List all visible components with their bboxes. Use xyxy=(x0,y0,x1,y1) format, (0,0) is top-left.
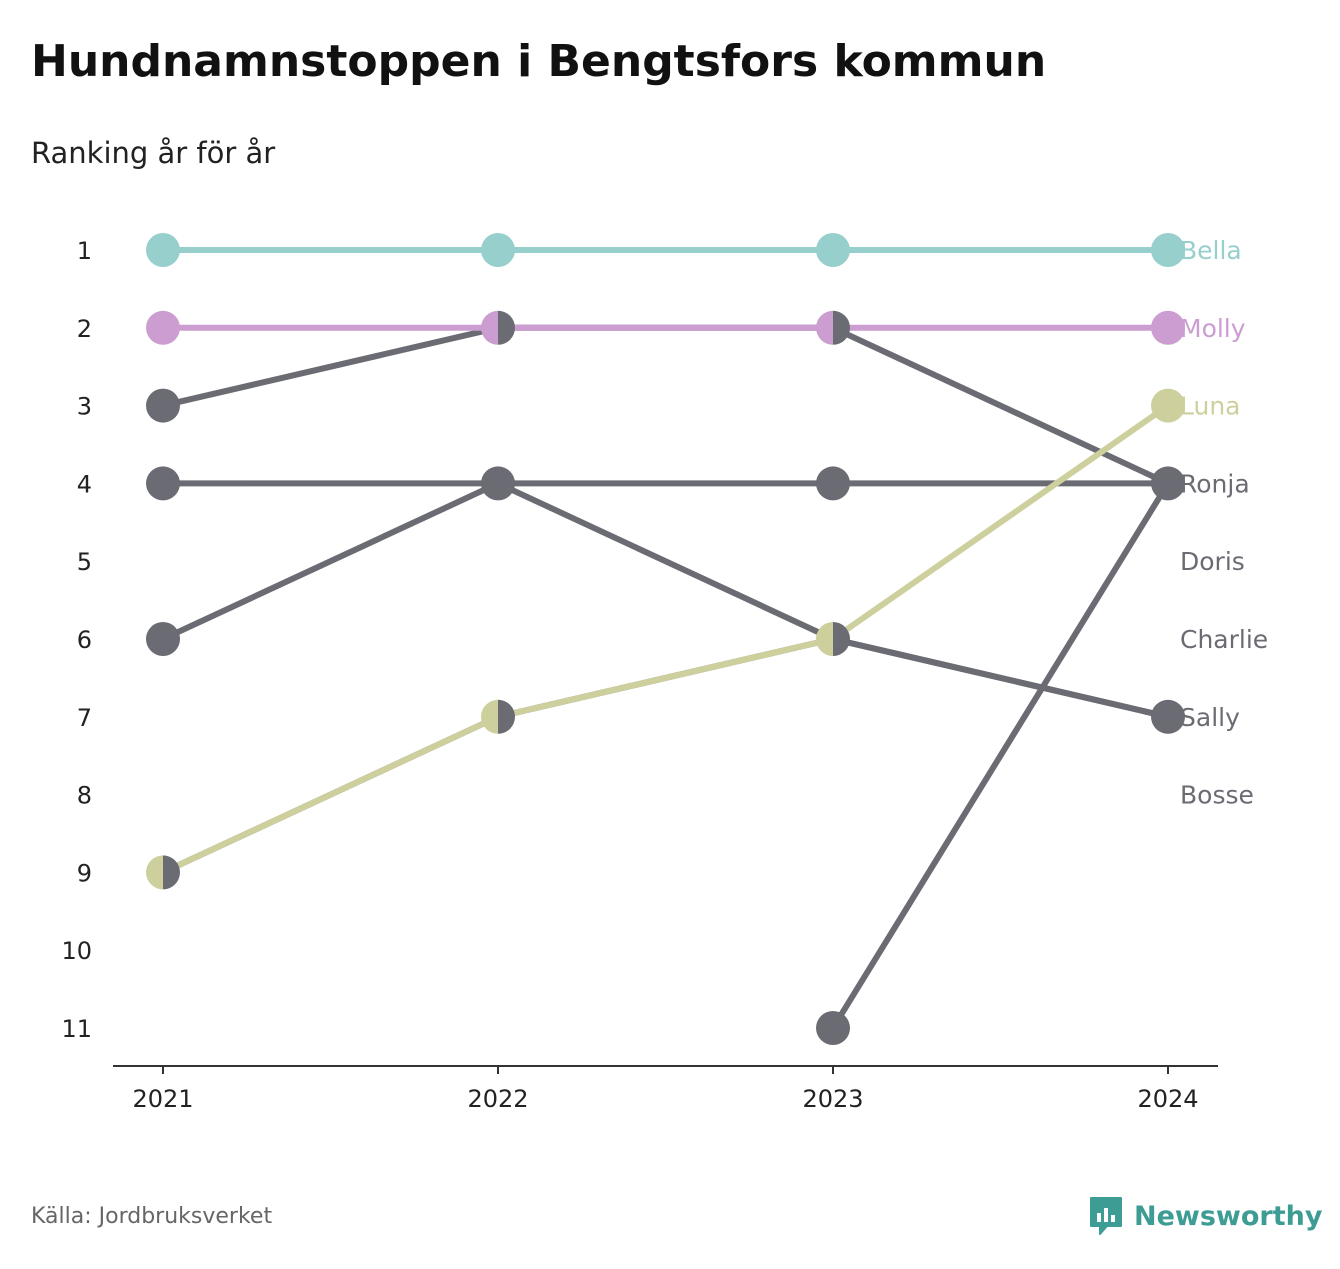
data-point xyxy=(816,466,850,501)
data-point-half xyxy=(498,699,515,734)
brand-name: Newsworthy xyxy=(1134,1200,1323,1232)
data-point-half xyxy=(481,310,498,345)
series-line-sally xyxy=(160,636,1171,876)
series-lines xyxy=(160,247,1171,1031)
series-label: Molly xyxy=(1180,314,1246,343)
data-point xyxy=(1151,466,1185,501)
data-point xyxy=(146,622,180,656)
x-tick-label: 2023 xyxy=(802,1085,863,1113)
y-tick-label: 9 xyxy=(77,859,92,887)
data-point xyxy=(1151,310,1185,345)
y-tick-label: 2 xyxy=(77,315,92,343)
chart-subtitle: Ranking år för år xyxy=(31,136,276,170)
data-point xyxy=(481,466,515,501)
y-tick-label: 11 xyxy=(61,1015,92,1043)
y-tick-label: 5 xyxy=(77,548,92,576)
data-point xyxy=(146,310,180,345)
data-point-half xyxy=(146,855,163,890)
bar-chart-speech-bubble-icon xyxy=(1090,1197,1122,1235)
data-point xyxy=(1151,233,1185,267)
series-label: Ronja xyxy=(1180,469,1250,498)
y-tick-label: 4 xyxy=(77,470,92,498)
data-point-half xyxy=(163,855,180,890)
series-line-luna xyxy=(160,402,1171,876)
source-note: Källa: Jordbruksverket xyxy=(31,1204,273,1229)
chart-title: Hundnamnstoppen i Bengtsfors kommun xyxy=(31,36,1047,87)
x-tick-label: 2021 xyxy=(132,1085,193,1113)
data-point xyxy=(816,1011,850,1045)
series-label: Doris xyxy=(1180,547,1245,576)
data-point xyxy=(1151,699,1185,734)
y-tick-label: 1 xyxy=(77,237,92,265)
x-tick-label: 2022 xyxy=(467,1085,528,1113)
y-tick-label: 10 xyxy=(61,937,92,965)
series-label: Luna xyxy=(1180,392,1241,421)
y-tick-label: 8 xyxy=(77,782,92,810)
x-tick-label: 2024 xyxy=(1137,1085,1198,1113)
series-points xyxy=(146,233,1185,1045)
series-label: Sally xyxy=(1180,703,1240,732)
newsworthy-brand: Newsworthy xyxy=(1088,1195,1322,1237)
data-point-half xyxy=(816,622,833,656)
data-point xyxy=(1151,388,1185,423)
data-point-half xyxy=(833,310,850,345)
data-point-half xyxy=(833,622,850,656)
data-point xyxy=(481,233,515,267)
data-point-half xyxy=(498,310,515,345)
y-tick-label: 3 xyxy=(77,393,92,421)
data-point-half xyxy=(816,310,833,345)
data-point xyxy=(816,233,850,267)
y-tick-label: 6 xyxy=(77,626,92,654)
y-tick-label: 7 xyxy=(77,704,92,732)
series-label: Bella xyxy=(1180,236,1242,265)
data-point xyxy=(146,388,180,423)
data-point-half xyxy=(481,699,498,734)
data-point xyxy=(146,466,180,501)
series-line-doris xyxy=(160,324,1171,487)
series-label: Bosse xyxy=(1180,781,1254,810)
series-line-bosse xyxy=(830,480,1171,1031)
series-label: Charlie xyxy=(1180,625,1268,654)
data-point xyxy=(146,233,180,267)
